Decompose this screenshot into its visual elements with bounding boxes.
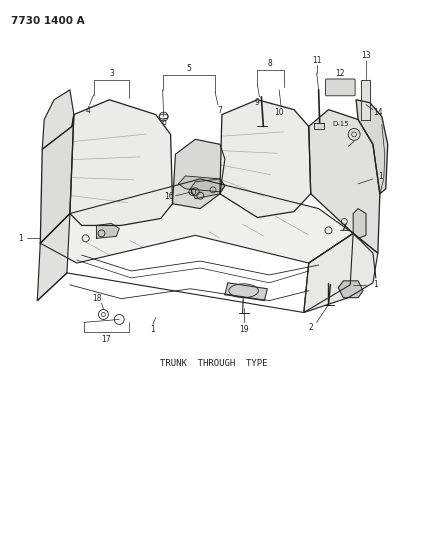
Text: 6: 6 [161,118,166,127]
Text: 7: 7 [217,106,223,115]
Text: 17: 17 [101,335,111,344]
Polygon shape [309,110,380,253]
Text: 16: 16 [164,192,173,201]
Text: 2: 2 [308,323,313,332]
Polygon shape [225,283,268,301]
Text: 1: 1 [150,325,155,334]
Bar [314,123,324,130]
Text: 8: 8 [268,59,273,68]
Text: 4: 4 [85,106,90,115]
Polygon shape [304,233,353,312]
Text: 14: 14 [373,108,383,117]
Text: 12: 12 [336,69,345,77]
Text: D-15: D-15 [332,122,349,127]
Text: 1: 1 [18,234,23,243]
Polygon shape [70,100,172,225]
Polygon shape [361,80,370,119]
Polygon shape [40,115,74,243]
Polygon shape [220,100,311,217]
Text: 3: 3 [109,69,114,77]
Text: 5: 5 [186,63,191,72]
Text: 1: 1 [378,173,383,181]
Text: 9: 9 [255,98,260,107]
Text: TRUNK  THROUGH  TYPE: TRUNK THROUGH TYPE [160,359,268,368]
Text: 10: 10 [274,108,284,117]
Polygon shape [97,223,119,238]
Text: 1: 1 [374,280,378,289]
Polygon shape [339,281,363,297]
Polygon shape [40,179,353,263]
Text: 19: 19 [239,325,248,334]
FancyBboxPatch shape [326,79,355,96]
Text: 11: 11 [312,55,321,64]
Polygon shape [190,179,225,199]
Polygon shape [42,90,74,149]
Polygon shape [37,214,70,301]
Polygon shape [356,100,388,194]
Polygon shape [353,208,366,238]
Polygon shape [178,176,225,192]
Text: 18: 18 [92,294,101,303]
Polygon shape [304,233,378,312]
Polygon shape [172,139,225,208]
Text: 7730 1400 A: 7730 1400 A [11,15,84,26]
Text: 13: 13 [361,51,371,60]
